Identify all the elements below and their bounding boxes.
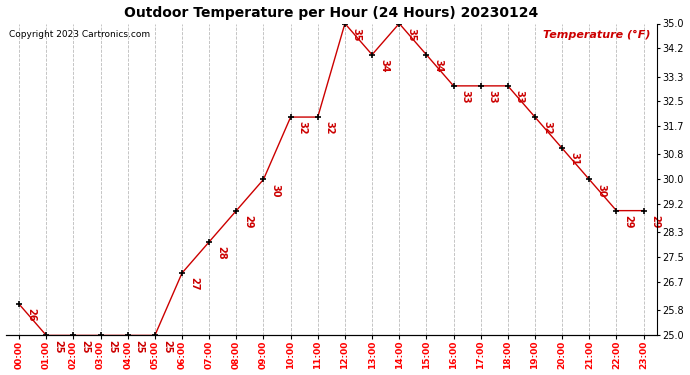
Text: 32: 32 xyxy=(297,121,308,135)
Text: 25: 25 xyxy=(162,339,172,353)
Text: 28: 28 xyxy=(216,246,226,259)
Text: 25: 25 xyxy=(108,339,117,353)
Text: 29: 29 xyxy=(623,215,633,228)
Text: 25: 25 xyxy=(53,339,63,353)
Text: 33: 33 xyxy=(515,90,525,104)
Text: Copyright 2023 Cartronics.com: Copyright 2023 Cartronics.com xyxy=(9,30,150,39)
Text: 34: 34 xyxy=(433,59,443,72)
Text: 33: 33 xyxy=(460,90,471,104)
Text: 25: 25 xyxy=(80,339,90,353)
Text: 33: 33 xyxy=(488,90,497,104)
Title: Outdoor Temperature per Hour (24 Hours) 20230124: Outdoor Temperature per Hour (24 Hours) … xyxy=(124,6,538,20)
Text: 25: 25 xyxy=(135,339,145,353)
Text: 29: 29 xyxy=(651,215,660,228)
Text: 35: 35 xyxy=(352,28,362,41)
Text: 30: 30 xyxy=(596,184,607,197)
Text: 27: 27 xyxy=(189,277,199,291)
Text: 31: 31 xyxy=(569,152,579,166)
Text: 34: 34 xyxy=(379,59,389,72)
Text: 32: 32 xyxy=(542,121,552,135)
Text: 29: 29 xyxy=(244,215,253,228)
Text: Temperature (°F): Temperature (°F) xyxy=(543,30,651,40)
Text: 35: 35 xyxy=(406,28,416,41)
Text: 26: 26 xyxy=(26,308,36,322)
Text: 32: 32 xyxy=(325,121,335,135)
Text: 30: 30 xyxy=(270,184,280,197)
